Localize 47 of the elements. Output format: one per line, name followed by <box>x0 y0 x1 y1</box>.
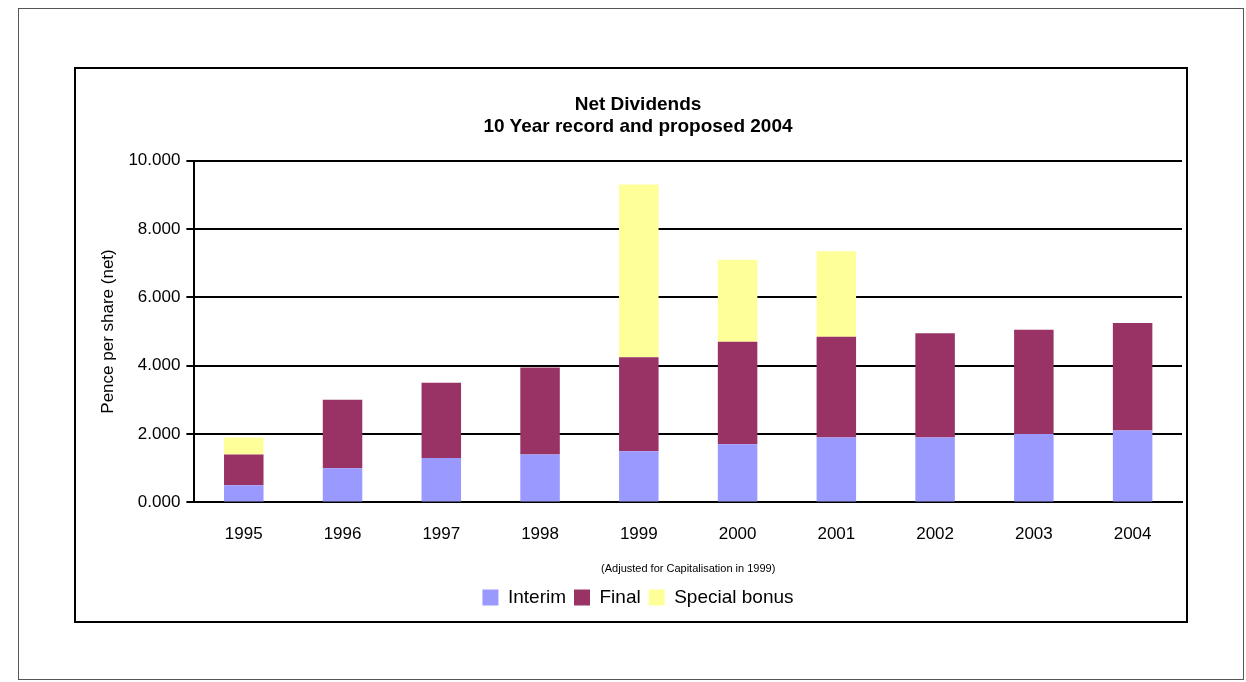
bar <box>915 333 955 438</box>
bar <box>717 341 758 445</box>
bar <box>717 259 758 342</box>
y-tick-label: 0.000 <box>137 492 181 512</box>
x-tick-label: 2001 <box>817 524 856 544</box>
y-tick-label: 2.000 <box>137 423 181 443</box>
x-tick-label: 1999 <box>619 524 658 544</box>
bar <box>1014 329 1054 435</box>
bar <box>816 336 857 438</box>
legend-label: Final <box>599 585 641 607</box>
bar <box>1112 430 1153 502</box>
bar <box>520 367 560 455</box>
x-tick-label: 2004 <box>1113 524 1152 544</box>
bar <box>816 437 857 502</box>
bar <box>224 454 264 486</box>
bar <box>717 444 758 502</box>
text: Net Dividends <box>574 92 702 114</box>
bar <box>224 437 264 455</box>
x-tick-label: 1997 <box>422 524 461 544</box>
bar <box>619 451 659 502</box>
bar <box>421 457 462 502</box>
y-tick-label: 8.000 <box>137 218 181 238</box>
bar <box>816 251 857 337</box>
legend-label: Special bonus <box>674 585 794 607</box>
y-tick-label: 10.000 <box>128 150 181 170</box>
legend-label: Interim <box>507 585 567 607</box>
x-tick-label: 2003 <box>1014 524 1053 544</box>
bar <box>619 184 659 358</box>
x-tick-label: 1998 <box>521 524 559 544</box>
x-axis-title: (Adjusted for Capitalisation in 1999) <box>601 562 776 575</box>
bar <box>1014 434 1054 502</box>
bar <box>421 382 462 458</box>
x-tick-label: 1996 <box>323 524 362 544</box>
y-axis-title: Pence per share (net) <box>97 249 117 414</box>
bar <box>915 437 955 502</box>
text: 10 Year record and proposed 2004 <box>483 115 793 137</box>
bar <box>322 468 363 502</box>
y-tick-label: 6.000 <box>137 287 181 307</box>
bar <box>619 357 659 452</box>
bar <box>1112 322 1153 431</box>
bar <box>322 399 363 469</box>
bar <box>224 485 264 502</box>
bar <box>520 454 560 502</box>
x-tick-label: 2000 <box>718 524 757 544</box>
y-tick-label: 4.000 <box>137 355 181 375</box>
x-tick-label: 1995 <box>224 524 263 544</box>
x-tick-label: 2002 <box>916 524 955 544</box>
